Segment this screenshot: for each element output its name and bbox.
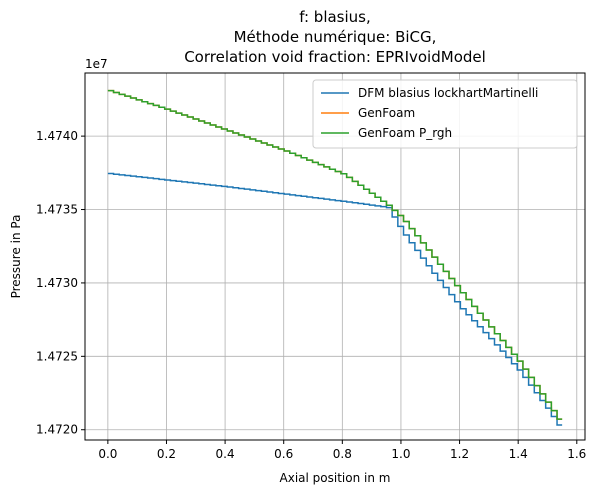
chart-title: f: blasius, Méthode numérique: BiCG, Corre… bbox=[184, 8, 486, 66]
title-line: f: blasius, bbox=[299, 8, 371, 26]
x-axis-label: Axial position in m bbox=[280, 471, 391, 485]
legend: DFM blasius lockhartMartinelli GenFoam Gen… bbox=[313, 80, 577, 148]
x-tick-label: 0.4 bbox=[216, 447, 235, 461]
legend-entry: GenFoam bbox=[358, 106, 415, 120]
legend-entry: DFM blasius lockhartMartinelli bbox=[358, 86, 538, 100]
x-tick-label: 0.6 bbox=[274, 447, 293, 461]
y-offset-label: 1e7 bbox=[85, 57, 108, 71]
legend-entry: GenFoam P_rgh bbox=[358, 126, 452, 140]
y-axis-label: Pressure in Pa bbox=[9, 215, 23, 299]
x-tick-label: 1.0 bbox=[391, 447, 410, 461]
x-tick-label: 1.4 bbox=[509, 447, 528, 461]
title-line: Correlation void fraction: EPRIvoidModel bbox=[184, 48, 486, 66]
y-tick-label: 1.4720 bbox=[36, 423, 78, 437]
title-line: Méthode numérique: BiCG, bbox=[234, 28, 437, 46]
y-tick-label: 1.4730 bbox=[36, 276, 78, 290]
y-axis: 1.4720 1.4725 1.4730 1.4735 1.4740 bbox=[36, 129, 85, 437]
y-tick-label: 1.4725 bbox=[36, 349, 78, 363]
x-tick-label: 0.0 bbox=[98, 447, 117, 461]
x-tick-label: 1.6 bbox=[567, 447, 586, 461]
y-tick-label: 1.4740 bbox=[36, 129, 78, 143]
x-tick-label: 1.2 bbox=[450, 447, 469, 461]
x-tick-label: 0.8 bbox=[333, 447, 352, 461]
series-line-0 bbox=[108, 174, 562, 425]
y-tick-label: 1.4735 bbox=[36, 203, 78, 217]
x-axis: 0.0 0.2 0.4 0.6 0.8 1.0 1.2 1.4 1.6 bbox=[98, 440, 586, 461]
x-tick-label: 0.2 bbox=[157, 447, 176, 461]
